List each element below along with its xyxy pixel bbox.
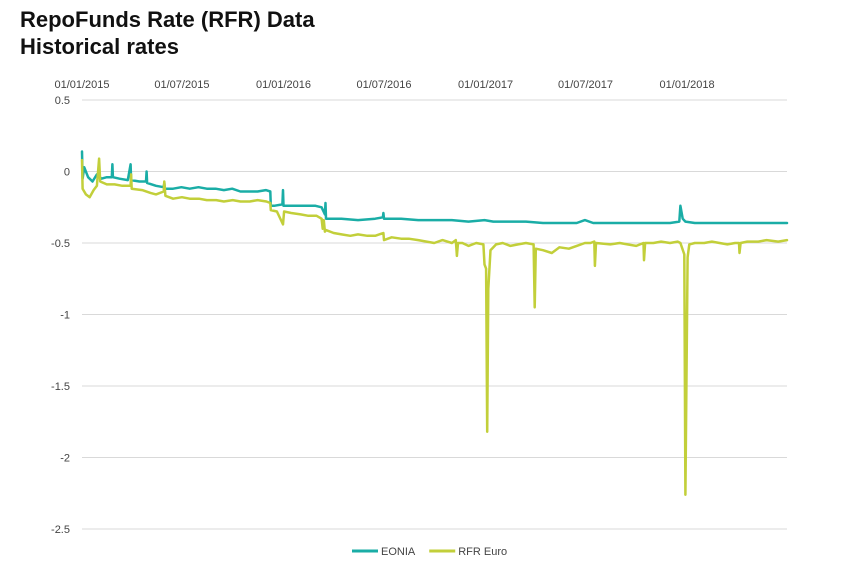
chart-title: RepoFunds Rate (RFR) Data: [20, 7, 315, 32]
legend-label: RFR Euro: [458, 546, 507, 558]
x-tick-label: 01/01/2018: [660, 79, 715, 91]
x-tick-label: 01/01/2016: [256, 79, 311, 91]
y-tick-label: -2: [60, 453, 70, 465]
y-tick-label: -0.5: [51, 238, 70, 250]
series-line-0: [80, 150, 789, 225]
x-tick-label: 01/01/2015: [54, 79, 109, 91]
legend-label: EONIA: [381, 546, 416, 558]
x-axis-ticks: 01/01/2015 01/07/2015 01/01/2016 01/07/2016…: [54, 79, 714, 91]
x-tick-label: 01/01/2017: [458, 79, 513, 91]
series-lines: [80, 150, 789, 496]
y-tick-label: 0: [64, 167, 70, 179]
y-tick-label: -1.5: [51, 381, 70, 393]
chart-subtitle: Historical rates: [20, 34, 179, 59]
x-tick-label: 01/07/2015: [154, 79, 209, 91]
y-tick-label: -1: [60, 310, 70, 322]
y-tick-label: -2.5: [51, 524, 70, 536]
x-tick-label: 01/07/2016: [356, 79, 411, 91]
y-axis-ticks: 0.5 0 -0.5 -1 -1.5 -2 -2.5: [51, 95, 70, 536]
x-tick-label: 01/07/2017: [558, 79, 613, 91]
legend: EONIA RFR Euro: [352, 546, 507, 558]
series-line-1: [80, 157, 789, 496]
y-tick-label: 0.5: [55, 95, 70, 107]
gridlines: [82, 99, 787, 530]
